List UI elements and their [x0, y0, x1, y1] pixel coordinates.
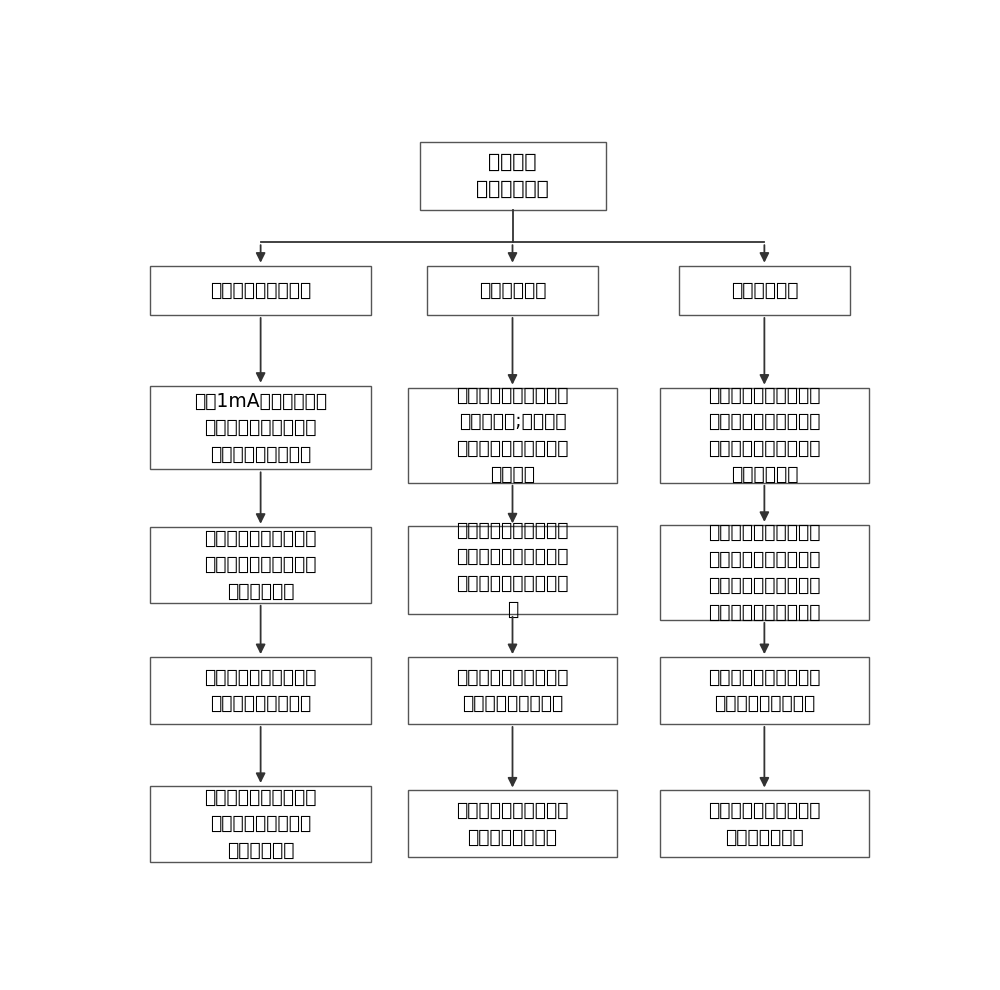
Text: 介损测试模式: 介损测试模式	[731, 281, 798, 300]
FancyBboxPatch shape	[679, 265, 850, 315]
FancyBboxPatch shape	[150, 657, 371, 724]
Text: 终端等待控制主机的同
步命令，实时高速将开
关状态传输给控制模块
块: 终端等待控制主机的同 步命令，实时高速将开 关状态传输给控制模块 块	[456, 521, 569, 620]
FancyBboxPatch shape	[150, 786, 371, 862]
Text: 密度校验仪计算密度继
电器的报警压力值和
闭锁压力值。: 密度校验仪计算密度继 电器的报警压力值和 闭锁压力值。	[204, 788, 317, 860]
FancyBboxPatch shape	[660, 657, 869, 724]
FancyBboxPatch shape	[660, 387, 869, 483]
Text: 终端等待控制主机的同
步命令，将开关状态传
输给控制主机: 终端等待控制主机的同 步命令，将开关状态传 输给控制主机	[204, 529, 317, 601]
FancyBboxPatch shape	[660, 790, 869, 857]
Text: 终端电流模块和电压模
块接入变压器线圈；控
制主机连接到介损检测
仪的数据接口: 终端电流模块和电压模 块接入变压器线圈；控 制主机连接到介损检测 仪的数据接口	[708, 386, 821, 484]
FancyBboxPatch shape	[660, 525, 869, 620]
Text: 低压测提供变压器自激
所需激励源，测量高低
压侧的电流电压；测量
的数值传输给控制主机: 低压测提供变压器自激 所需激励源，测量高低 压侧的电流电压；测量 的数值传输给控…	[708, 523, 821, 622]
Text: 介损检测仪器计算电容
值和介损系数。: 介损检测仪器计算电容 值和介损系数。	[708, 801, 821, 846]
Text: 控制主机通过数字接口
传输给介损检测仪器: 控制主机通过数字接口 传输给介损检测仪器	[708, 668, 821, 713]
Text: 开关检测仪计算开关速
度和同期时间差。: 开关检测仪计算开关速 度和同期时间差。	[456, 801, 569, 846]
Text: 控制主机将开关状态模
拟输出给开关检测仪: 控制主机将开关状态模 拟输出给开关检测仪	[456, 668, 569, 713]
FancyBboxPatch shape	[408, 790, 617, 857]
Text: 终端开关状态检测模块
接入断路器;控制主机
连接到开关检测仪的端
口检测口: 终端开关状态检测模块 接入断路器;控制主机 连接到开关检测仪的端 口检测口	[456, 386, 569, 484]
FancyBboxPatch shape	[150, 527, 371, 603]
Text: 控制主机
设置工作模式: 控制主机 设置工作模式	[476, 153, 549, 199]
FancyBboxPatch shape	[150, 265, 371, 315]
Text: 开关测试模式: 开关测试模式	[479, 281, 546, 300]
FancyBboxPatch shape	[408, 657, 617, 724]
FancyBboxPatch shape	[427, 265, 598, 315]
FancyBboxPatch shape	[408, 387, 617, 483]
Text: 控制主机将开关状态模
拟输出给密度校验仪: 控制主机将开关状态模 拟输出给密度校验仪	[204, 668, 317, 713]
FancyBboxPatch shape	[420, 142, 606, 210]
Text: 终端1mA电流钳夹住继
电器控制回路；控制主
机输出与校验仪连接: 终端1mA电流钳夹住继 电器控制回路；控制主 机输出与校验仪连接	[194, 391, 327, 463]
FancyBboxPatch shape	[408, 527, 617, 614]
FancyBboxPatch shape	[150, 386, 371, 469]
Text: 密度继电器检验模式: 密度继电器检验模式	[210, 281, 311, 300]
